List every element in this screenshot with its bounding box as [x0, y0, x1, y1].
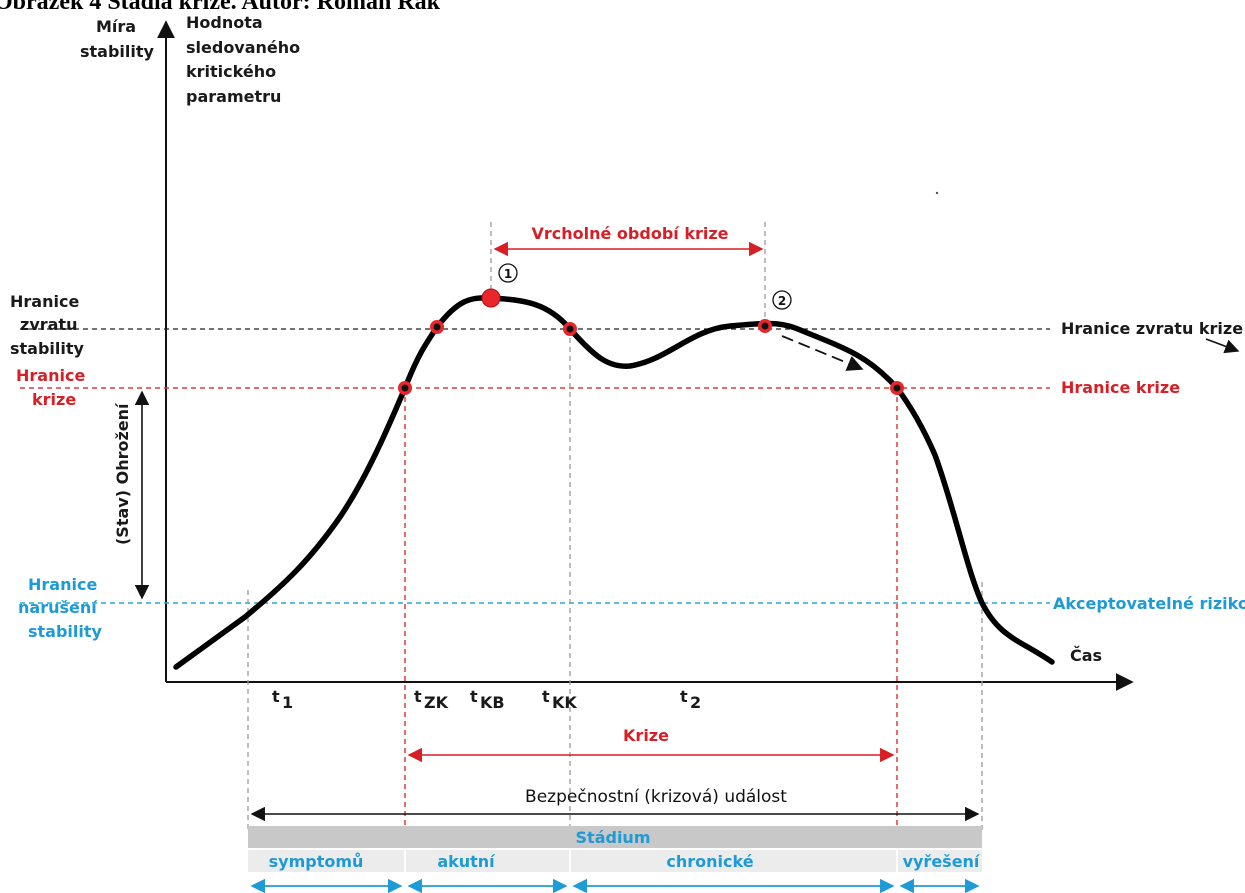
- right-label-risk: Akceptovatelné riziko: [1053, 594, 1245, 613]
- right-label-crisis: Hranice krize: [1061, 378, 1180, 397]
- svg-text:KK: KK: [552, 693, 577, 712]
- time-label-tkk: t KK: [542, 687, 577, 712]
- svg-text:1: 1: [282, 693, 293, 712]
- svg-text:1: 1: [504, 267, 512, 281]
- event-span-label: Bezpečnostní (krizová) událost: [525, 787, 787, 807]
- svg-text:ZK: ZK: [424, 693, 449, 712]
- phase-resolution: vyřešení: [903, 852, 981, 871]
- stray-dot: [935, 191, 939, 195]
- point-t2: [758, 319, 772, 333]
- y-axis-sublabel-1: Hodnota: [186, 13, 263, 32]
- svg-text:t: t: [414, 687, 422, 706]
- decline-trend-arrow: [781, 335, 864, 371]
- time-label-t1: t 1: [272, 687, 293, 712]
- phase-symptoms: symptomů: [269, 852, 364, 871]
- point-tzk: [398, 381, 412, 395]
- figure-caption: Obrázek 4 Stadia krize. Autor: Roman Rak: [0, 0, 441, 15]
- point-end-crisis: [890, 381, 904, 395]
- y-axis-label-line1: Míra: [96, 17, 136, 36]
- right-label-reversal: Hranice zvratu krize: [1061, 319, 1243, 338]
- stadium-bar: [248, 826, 982, 848]
- threat-span-label: (Stav) Ohrožení: [113, 402, 132, 545]
- phase-bar: [248, 850, 982, 872]
- marker-2: 2: [772, 290, 792, 310]
- y-axis-sublabel-3: kritického: [186, 62, 276, 81]
- left-label-reversal-1: Hranice: [10, 292, 79, 311]
- svg-text:2: 2: [690, 693, 701, 712]
- left-label-disruption-1: Hranice: [28, 575, 97, 594]
- stadium-title: Stádium: [576, 828, 651, 847]
- svg-text:t: t: [272, 687, 280, 706]
- y-axis-sublabel-4: parametru: [186, 87, 281, 106]
- right-reversal-pointer: [1205, 338, 1240, 354]
- svg-text:t: t: [542, 687, 550, 706]
- svg-text:t: t: [470, 687, 478, 706]
- y-axis-label-line2: stability: [80, 42, 155, 61]
- left-label-crisis-2: krize: [32, 390, 76, 409]
- phase-chronic: chronické: [666, 852, 753, 871]
- y-axis-sublabel-2: sledovaného: [186, 38, 300, 57]
- left-label-reversal-3: stability: [10, 339, 85, 358]
- left-label-disruption-3: stability: [28, 622, 103, 641]
- svg-text:2: 2: [778, 294, 786, 308]
- svg-text:KB: KB: [480, 693, 505, 712]
- left-label-disruption-2: narušení: [18, 598, 98, 617]
- point-zvrat-rise: [430, 320, 444, 334]
- time-label-t2: t 2: [680, 687, 701, 712]
- point-tkk: [563, 322, 577, 336]
- point-peak: [481, 288, 501, 308]
- crisis-span-label: Krize: [623, 726, 669, 745]
- time-label-tzk: t ZK: [414, 687, 449, 712]
- peak-period-label-bg: [514, 219, 746, 245]
- time-label-tkb: t KB: [470, 687, 505, 712]
- marker-1: 1: [498, 263, 518, 283]
- x-axis-label: Čas: [1070, 646, 1102, 665]
- svg-text:t: t: [680, 687, 688, 706]
- left-label-crisis-1: Hranice: [16, 366, 85, 385]
- peak-period-label: Vrcholné období krize: [531, 224, 728, 243]
- left-label-reversal-2: zvratu: [20, 315, 77, 334]
- stability-curve: [173, 295, 1055, 670]
- phase-acute: akutní: [437, 852, 496, 871]
